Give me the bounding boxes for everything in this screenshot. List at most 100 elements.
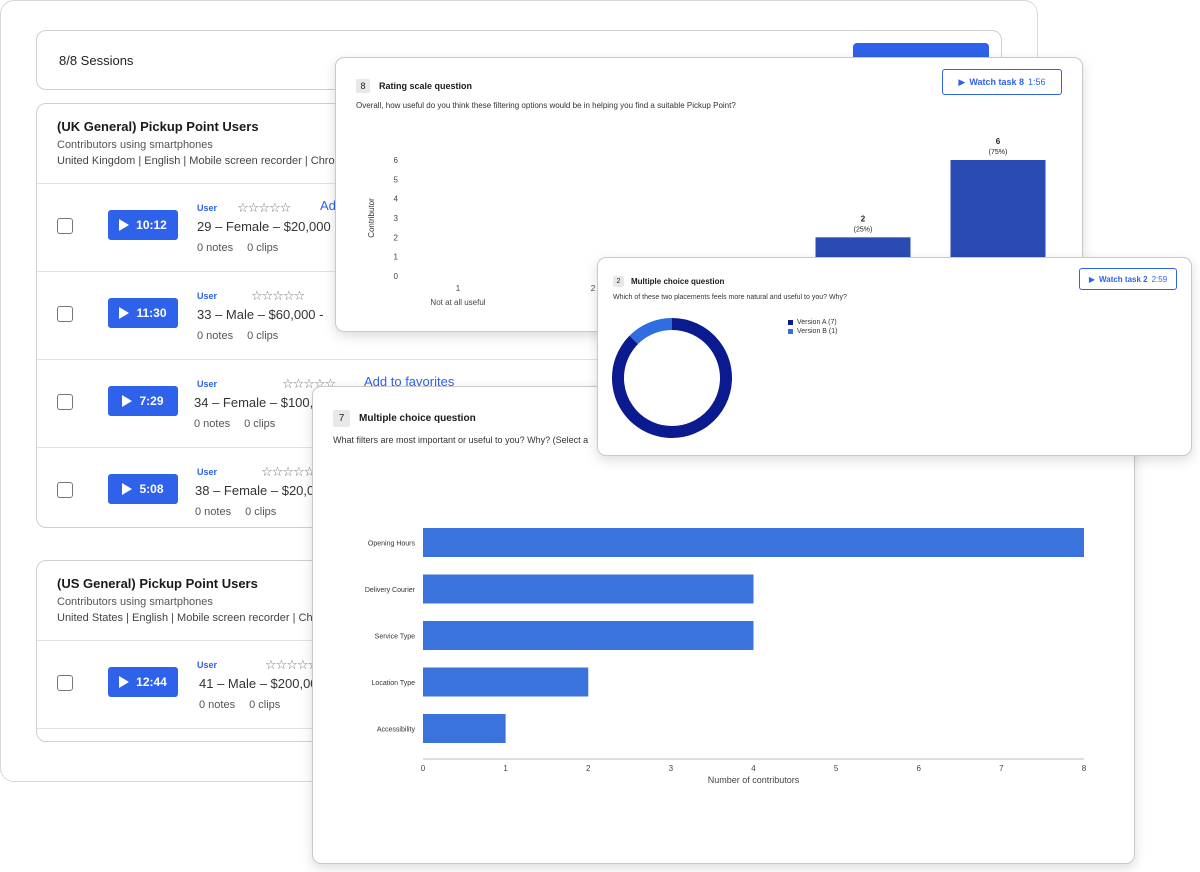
notes-count[interactable]: 0 notes [199,699,236,711]
filter-bar [423,621,754,650]
notes-clips: 0 notes 0 clips [199,699,280,711]
contributor-demographics: 34 – Female – $100,0 [194,395,321,410]
rating-stars[interactable]: ☆☆☆☆☆ [237,200,291,215]
notes-clips: 0 notes 0 clips [197,330,278,342]
watch-task-button[interactable]: ▶ Watch task 2 2:59 [1079,268,1177,290]
group-title: (UK General) Pickup Point Users [57,119,259,134]
x-tick-label: 7 [999,764,1004,773]
x-tick-label: 5 [834,764,839,773]
bar-value-label: 2 [861,214,866,223]
filter-bar [423,528,1084,557]
session-row: 11:30 User ☆☆☆☆☆ 33 – Male – $60,000 - 0… [37,272,1001,360]
play-icon [122,483,133,495]
user-badge: User [197,467,218,477]
x-tick-label: 2 [591,284,596,293]
filter-bar [423,667,589,697]
category-label: Accessibility [377,727,416,734]
user-badge: User [197,203,218,213]
y-tick-label: 1 [394,253,399,262]
play-session-button[interactable]: 11:30 [108,298,178,328]
y-tick-label: 5 [394,175,399,184]
play-icon [119,219,130,231]
play-icon: ▶ [958,76,966,87]
category-label: Opening Hours [368,541,416,548]
donut-legend: Version A (7) Version B (1) [788,319,837,337]
clips-count[interactable]: 0 clips [247,242,279,254]
session-checkbox[interactable] [57,394,73,410]
session-duration: 11:30 [136,306,167,320]
notes-count[interactable]: 0 notes [194,418,231,430]
group-meta: United Kingdom | English | Mobile screen… [57,155,335,167]
notes-count[interactable]: 0 notes [197,242,234,254]
y-tick-label: 2 [394,233,399,242]
play-session-button[interactable]: 7:29 [108,386,178,416]
x-axis-label: Number of contributors [708,775,800,785]
y-axis-label: Contributor [367,198,376,238]
filters-question-panel: 7 Multiple choice question What filters … [312,386,1135,864]
watch-task-button[interactable]: ▶ Watch task 8 1:56 [942,69,1062,95]
session-checkbox[interactable] [57,675,73,691]
category-label: Delivery Courier [365,587,416,594]
question-number: 2 [613,276,624,287]
rating-stars[interactable]: ☆☆☆☆☆ [251,288,305,303]
filter-bar [423,574,754,604]
clips-count[interactable]: 0 clips [244,418,276,430]
clips-count[interactable]: 0 clips [245,506,277,518]
y-tick-label: 0 [394,272,399,281]
notes-count[interactable]: 0 notes [197,330,234,342]
bar-percent-label: (25%) [854,226,873,233]
notes-clips: 0 notes 0 clips [197,242,278,254]
play-session-button[interactable]: 5:08 [108,474,178,504]
add-to-favorites-link[interactable]: Ad [320,198,336,213]
play-session-button[interactable]: 12:44 [108,667,178,697]
placement-question-panel: 2 Multiple choice question Which of thes… [597,257,1192,456]
contributor-demographics: 38 – Female – $20,0 [195,483,315,498]
category-label: Service Type [375,634,415,641]
session-checkbox[interactable] [57,482,73,498]
contributor-demographics: 33 – Male – $60,000 - [197,307,324,322]
question-header: 7 Multiple choice question [333,410,476,427]
donut-slice [629,318,673,345]
play-icon [122,395,133,407]
question-text: What filters are most important or usefu… [333,435,589,445]
clips-count[interactable]: 0 clips [247,330,279,342]
contributor-demographics: 41 – Male – $200,00 [199,676,318,691]
play-session-button[interactable]: 10:12 [108,210,178,240]
question-header: 8 Rating scale question [356,79,472,93]
legend-item: Version A (7) [788,319,837,326]
filter-bar [423,714,506,743]
notes-count[interactable]: 0 notes [195,506,232,518]
y-tick-label: 3 [394,214,399,223]
add-to-favorites-link[interactable]: Add to favorites [364,374,455,389]
x-tick-label: 1 [456,284,461,293]
question-header: 2 Multiple choice question [613,276,724,287]
legend-swatch [788,329,793,334]
legend-label: Version B (1) [797,328,838,335]
y-tick-label: 6 [394,156,399,165]
question-title: Rating scale question [379,81,473,91]
play-icon [119,676,130,688]
clips-count[interactable]: 0 clips [249,699,281,711]
session-checkbox[interactable] [57,306,73,322]
user-badge: User [197,660,218,670]
group-subtitle: Contributors using smartphones [57,596,213,608]
notes-clips: 0 notes 0 clips [195,506,276,518]
question-title: Multiple choice question [631,277,725,286]
watch-task-label: Watch task 8 [969,77,1025,87]
legend-label: Version A (7) [797,319,837,326]
notes-clips: 0 notes 0 clips [194,418,275,430]
question-text: Overall, how useful do you think these f… [356,101,736,110]
question-number: 7 [333,410,350,427]
sessions-count: 8/8 Sessions [59,53,134,68]
filters-chart: Opening Hours Delivery Courier Service Typ… [365,528,1087,785]
session-duration: 10:12 [136,218,167,232]
rating-stars[interactable]: ☆☆☆☆☆ [261,464,315,479]
question-number: 8 [356,79,370,93]
session-checkbox[interactable] [57,218,73,234]
watch-task-duration: 1:56 [1028,77,1046,87]
x-tick-caption: Not at all useful [430,298,485,307]
session-duration: 12:44 [136,675,167,689]
x-tick-label: 3 [669,764,674,773]
group-subtitle: Contributors using smartphones [57,139,213,151]
rating-stars[interactable]: ☆☆☆☆☆ [265,657,319,672]
